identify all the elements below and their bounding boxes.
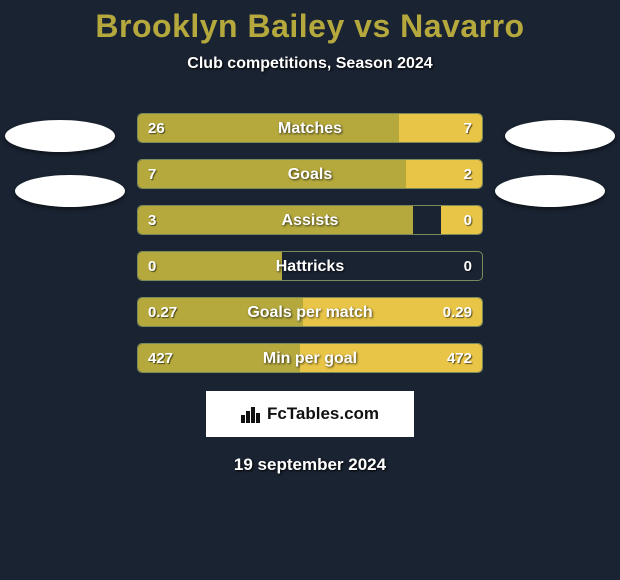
stat-bar-track: 427472Min per goal <box>137 343 483 373</box>
stat-value-right: 472 <box>447 344 472 373</box>
stat-value-left: 3 <box>148 206 156 235</box>
stat-row: 267Matches <box>0 113 620 143</box>
date-label: 19 september 2024 <box>0 455 620 475</box>
stat-bar-left <box>138 206 413 234</box>
bar-chart-icon <box>241 405 261 423</box>
stat-bar-left <box>138 114 399 142</box>
stat-bar-left <box>138 160 406 188</box>
stat-value-right: 0 <box>464 252 472 281</box>
stats-list: 267Matches72Goals30Assists00Hattricks0.2… <box>0 113 620 373</box>
stat-value-right: 7 <box>464 114 472 143</box>
stat-value-left: 26 <box>148 114 165 143</box>
stat-row: 0.270.29Goals per match <box>0 297 620 327</box>
stat-bar-right <box>441 206 482 234</box>
stat-value-left: 0.27 <box>148 298 177 327</box>
stat-bar-track: 72Goals <box>137 159 483 189</box>
stat-value-left: 7 <box>148 160 156 189</box>
branding-badge: FcTables.com <box>206 391 414 437</box>
page-title: Brooklyn Bailey vs Navarro <box>0 8 620 45</box>
stat-row: 00Hattricks <box>0 251 620 281</box>
comparison-card: Brooklyn Bailey vs Navarro Club competit… <box>0 0 620 475</box>
page-subtitle: Club competitions, Season 2024 <box>0 55 620 73</box>
stat-row: 30Assists <box>0 205 620 235</box>
stat-bar-left <box>138 252 282 280</box>
stat-row: 72Goals <box>0 159 620 189</box>
stat-bar-track: 267Matches <box>137 113 483 143</box>
stat-bar-track: 30Assists <box>137 205 483 235</box>
stat-value-right: 2 <box>464 160 472 189</box>
stat-row: 427472Min per goal <box>0 343 620 373</box>
stat-value-left: 427 <box>148 344 173 373</box>
stat-bar-track: 0.270.29Goals per match <box>137 297 483 327</box>
stat-value-right: 0.29 <box>443 298 472 327</box>
stat-bar-track: 00Hattricks <box>137 251 483 281</box>
stat-value-left: 0 <box>148 252 156 281</box>
stat-value-right: 0 <box>464 206 472 235</box>
branding-text: FcTables.com <box>267 404 379 424</box>
